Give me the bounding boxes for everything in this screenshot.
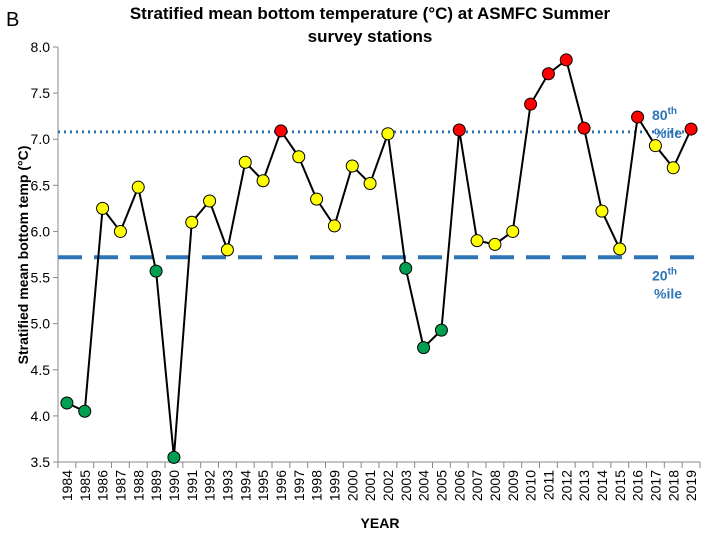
data-point [131,180,145,194]
x-tick-label: 1996 [273,470,289,501]
reference-label: 80th [652,106,677,123]
x-tick-label: 1986 [95,470,111,501]
data-point [327,219,341,233]
data-point [648,139,662,153]
x-tick-label: 2010 [523,470,539,501]
y-tick-label: 4.0 [31,408,51,424]
x-tick-label: 1987 [112,470,128,501]
reference-label-suffix: th [668,266,677,277]
data-point [220,243,234,257]
data-point [363,176,377,190]
data-point [666,161,680,175]
y-tick-label: 8.0 [31,39,51,55]
x-tick-label: 1988 [130,470,146,501]
x-tick-label: 2009 [505,470,521,501]
data-point [631,110,645,124]
x-tick-label: 2013 [576,470,592,501]
chart-title: survey stations [308,27,433,46]
reference-label-number: 20 [652,267,668,283]
x-tick-label: 2017 [647,470,663,501]
y-tick-label: 7.0 [31,131,51,147]
x-tick-label: 2015 [612,470,628,501]
reference-label-number: 80 [652,107,668,123]
data-point [595,204,609,218]
data-point [113,224,127,238]
x-tick-label: 1994 [237,470,253,501]
y-tick-label: 5.5 [31,270,51,286]
data-point [238,155,252,169]
data-point [203,194,217,208]
x-tick-label: 1989 [148,470,164,501]
chart-title: Stratified mean bottom temperature (°C) … [130,4,611,23]
data-point [381,127,395,141]
x-tick-label: 1997 [291,470,307,501]
x-tick-label: 2008 [487,470,503,501]
y-tick-label: 5.0 [31,316,51,332]
data-point [345,159,359,173]
data-point [399,261,413,275]
data-point [470,234,484,248]
series-line [66,58,692,458]
x-tick-label: 1985 [77,470,93,501]
data-point [613,242,627,256]
y-tick-label: 6.0 [31,223,51,239]
data-point [167,450,181,464]
data-point [96,201,110,215]
data-point [684,122,698,136]
x-tick-label: 2011 [540,470,556,500]
x-tick-label: 2002 [380,470,396,501]
data-point [292,150,306,164]
x-tick-label: 1990 [166,470,182,501]
data-point [310,192,324,206]
x-tick-label: 1998 [309,470,325,501]
data-point [149,264,163,278]
data-point [60,396,74,410]
data-point [78,404,92,418]
data-point [559,53,573,67]
data-point [452,123,466,137]
x-tick-label: 2005 [433,470,449,501]
data-point [274,124,288,138]
x-tick-label: 2012 [558,470,574,501]
x-tick-label: 2019 [683,470,699,501]
x-tick-label: 2001 [362,470,378,501]
y-tick-label: 7.5 [31,85,51,101]
data-point [577,121,591,135]
y-tick-label: 6.5 [31,177,51,193]
data-point [185,215,199,229]
x-tick-label: 2000 [344,470,360,501]
y-tick-label: 4.5 [31,362,51,378]
x-tick-label: 2007 [469,470,485,501]
data-point [506,224,520,238]
data-point [434,323,448,337]
x-tick-label: 1999 [326,470,342,501]
reference-label-suffix: th [668,106,677,117]
reference-label: 20th [652,266,677,283]
x-tick-label: 1991 [184,470,200,501]
data-point [524,97,538,111]
y-axis-label: Stratified mean bottom temp (°C) [15,146,31,365]
x-tick-label: 1992 [202,470,218,501]
x-tick-label: 1984 [59,470,75,501]
x-tick-label: 2016 [630,470,646,501]
x-tick-label: 2006 [451,470,467,501]
x-tick-label: 2014 [594,470,610,501]
x-tick-label: 1993 [219,470,235,501]
data-point [541,67,555,81]
reference-label-word: %ile [654,285,682,301]
data-point [417,341,431,355]
x-tick-label: 2004 [416,470,432,501]
x-tick-label: 1995 [255,470,271,501]
x-tick-label: 2003 [398,470,414,501]
y-tick-label: 3.5 [31,454,51,470]
x-axis-label: YEAR [361,515,400,531]
panel-label: B [6,9,19,31]
x-tick-label: 2018 [665,470,681,501]
reference-label-word: %ile [654,125,682,141]
data-point [488,237,502,251]
data-point [256,174,270,188]
